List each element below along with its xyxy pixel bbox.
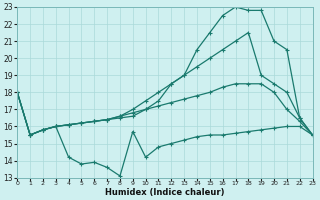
X-axis label: Humidex (Indice chaleur): Humidex (Indice chaleur) [105,188,225,197]
